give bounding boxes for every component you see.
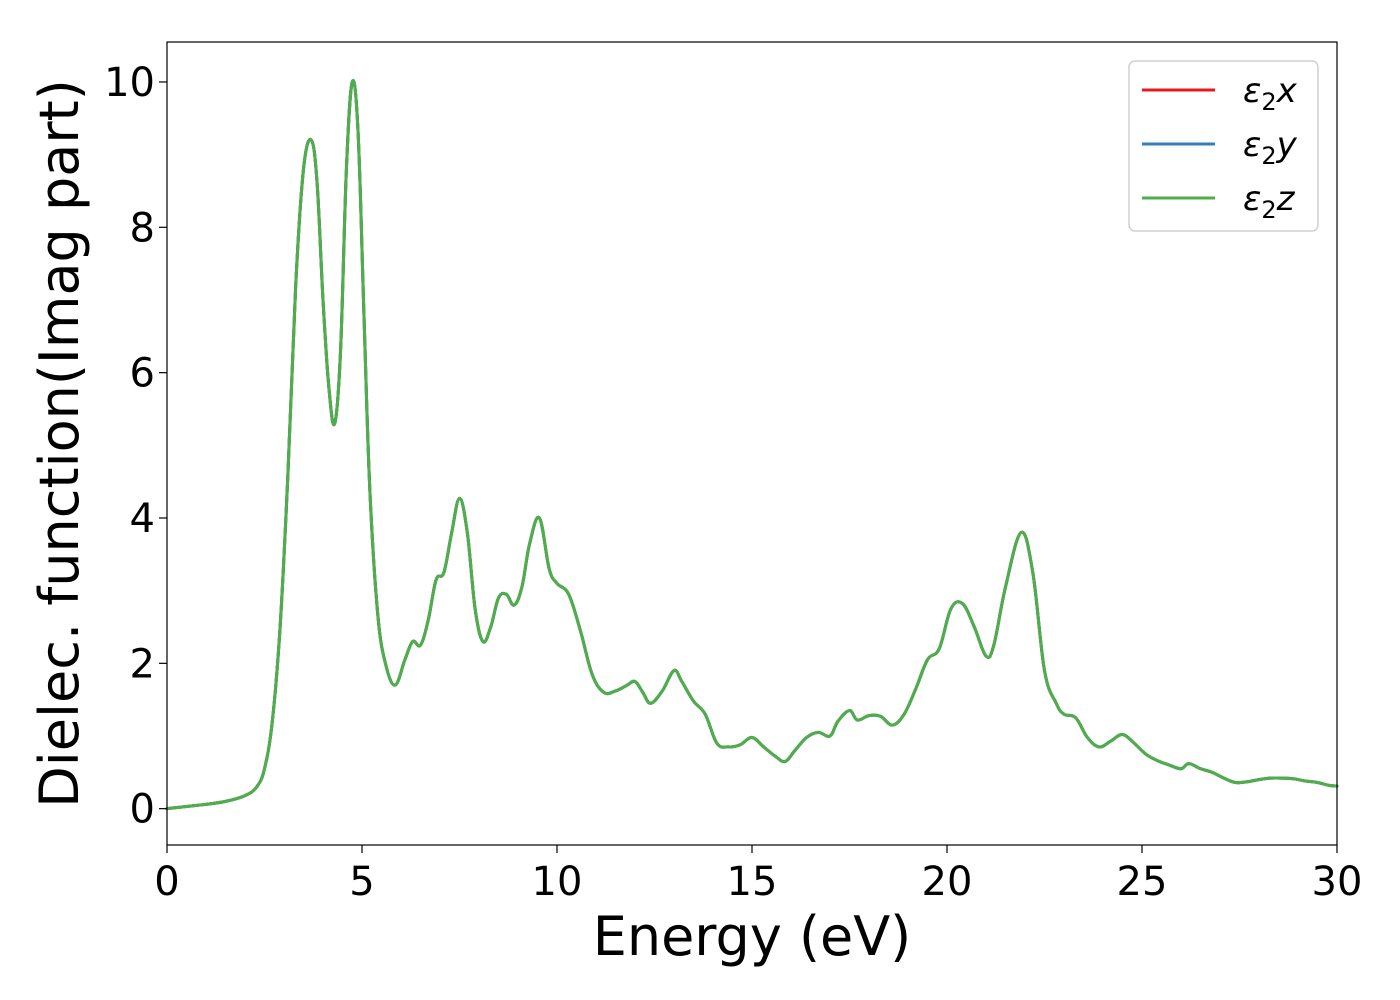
x-tick-label: 25 bbox=[1117, 859, 1168, 905]
y-tick-label: 0 bbox=[130, 787, 155, 833]
legend: ε2x ε2y ε2z bbox=[1128, 60, 1319, 232]
x-tick-label: 10 bbox=[532, 859, 583, 905]
x-tick-label: 0 bbox=[154, 859, 179, 905]
x-tick-label: 15 bbox=[727, 859, 778, 905]
x-tick-label: 20 bbox=[922, 859, 973, 905]
y-tick-label: 4 bbox=[130, 496, 155, 542]
y-axis-label: Dielec. function(Imag part) bbox=[28, 79, 91, 808]
series-line-z bbox=[165, 79, 1339, 811]
x-axis-ticks: 0 5 10 15 20 25 30 bbox=[154, 845, 1362, 905]
y-tick-label: 6 bbox=[130, 351, 155, 397]
legend-box bbox=[1128, 60, 1319, 232]
x-tick-label: 5 bbox=[349, 859, 374, 905]
y-tick-label: 8 bbox=[130, 205, 155, 251]
y-tick-label: 10 bbox=[104, 60, 155, 106]
x-tick-label: 30 bbox=[1312, 859, 1363, 905]
y-tick-label: 2 bbox=[130, 641, 155, 687]
legend-label-z: ε2z bbox=[1243, 179, 1296, 224]
legend-label-y: ε2y bbox=[1243, 125, 1298, 170]
legend-label-x: ε2x bbox=[1243, 71, 1298, 116]
series-layer bbox=[165, 79, 1339, 811]
y-axis-ticks: 0 2 4 6 8 10 bbox=[104, 60, 167, 833]
x-axis-label: Energy (eV) bbox=[593, 905, 912, 968]
